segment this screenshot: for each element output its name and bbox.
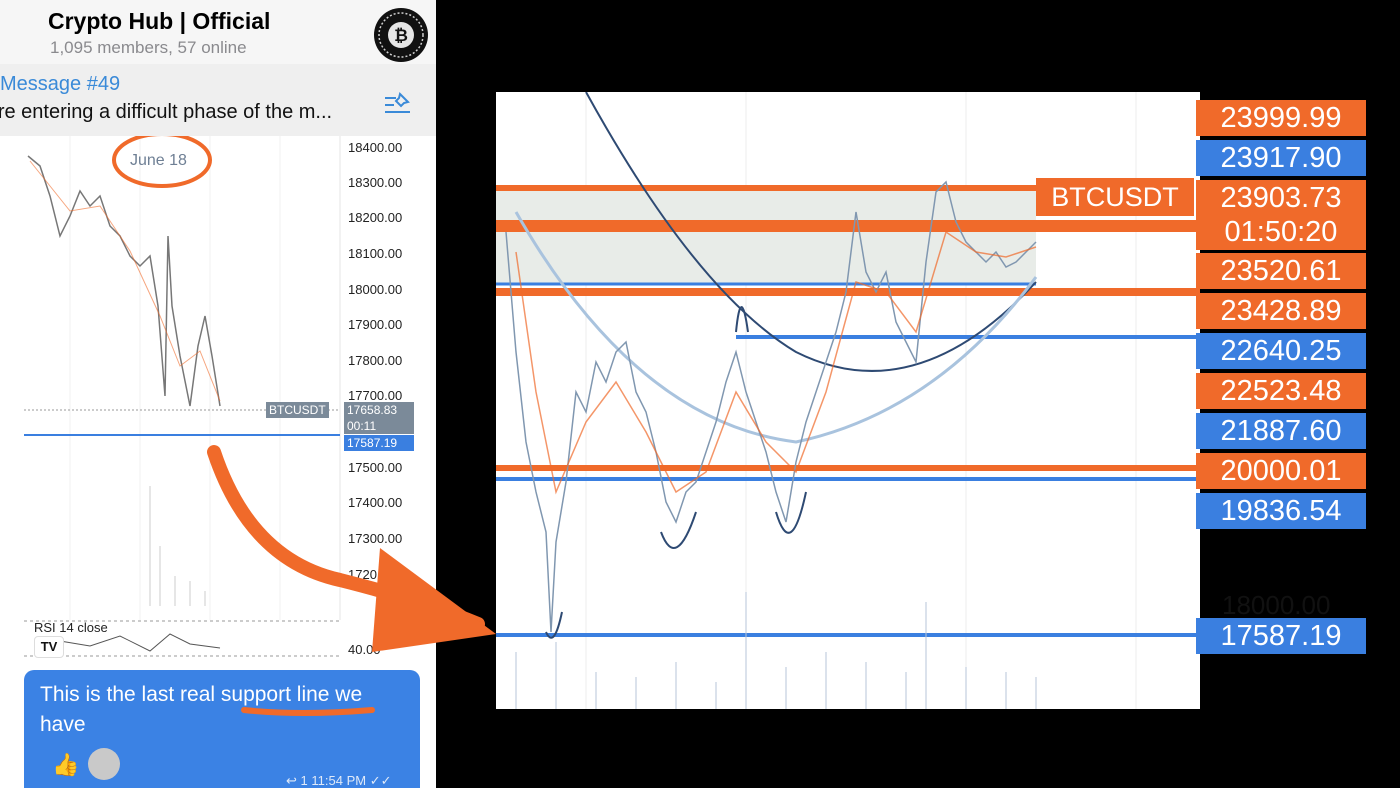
price-tick: 17500.00 bbox=[348, 460, 403, 475]
price-tick: 17800.00 bbox=[348, 353, 403, 368]
big-chart bbox=[496, 92, 1200, 709]
price-tick: 1720 bbox=[348, 567, 377, 582]
price-label: 23428.89 bbox=[1196, 293, 1366, 329]
price-tick: 17700.00 bbox=[348, 388, 403, 403]
countdown-tag: 00:11 bbox=[344, 418, 414, 434]
price-tick: 18300.00 bbox=[348, 175, 403, 190]
price-label: 23520.61 bbox=[1196, 253, 1366, 289]
member-count: 1,095 members, 57 online bbox=[50, 38, 247, 57]
svg-text:₿: ₿ bbox=[394, 26, 408, 46]
support-price-label: 17587.19 bbox=[1196, 618, 1366, 654]
price-label: 23999.99 bbox=[1196, 100, 1366, 136]
chat-header[interactable]: Crypto Hub | Official 1,095 members, 57 … bbox=[0, 0, 436, 64]
rsi-label: RSI 14 close bbox=[34, 620, 108, 635]
price-tick: 18100.00 bbox=[348, 246, 403, 261]
price-label: 23903.73 bbox=[1196, 180, 1366, 216]
chat-screen: Crypto Hub | Official 1,095 members, 57 … bbox=[0, 0, 436, 788]
reply-arrow-icon: ↩ bbox=[286, 773, 297, 788]
message-time: 11:54 PM bbox=[311, 773, 367, 788]
price-label: 23917.90 bbox=[1196, 140, 1366, 176]
price-tick: 18000.00 bbox=[1222, 590, 1331, 620]
price-tick: 17300.00 bbox=[348, 531, 403, 546]
chat-title: Crypto Hub | Official bbox=[48, 8, 271, 34]
support-price-tag: 17587.19 bbox=[344, 435, 414, 451]
price-tick: 40.00 bbox=[348, 642, 381, 657]
message-meta: ↩ 1 11:54 PM ✓✓ bbox=[286, 773, 392, 788]
price-tick: 17400.00 bbox=[348, 495, 403, 510]
date-badge: June 18 bbox=[130, 152, 187, 169]
tradingview-logo-icon: TV bbox=[34, 636, 64, 658]
big-symbol-tag: BTCUSDT bbox=[1036, 178, 1194, 216]
countdown-label: 01:50:20 bbox=[1196, 214, 1366, 250]
current-price-tag: 17658.83 bbox=[344, 402, 414, 418]
read-checks-icon: ✓✓ bbox=[369, 773, 392, 788]
price-tick: 18200.00 bbox=[348, 210, 403, 225]
price-label: 19836.54 bbox=[1196, 493, 1366, 529]
reply-count: 1 bbox=[300, 773, 308, 788]
bitcoin-avatar-icon[interactable]: ₿ bbox=[374, 8, 428, 62]
thumbs-up-reaction-icon[interactable]: 👍 bbox=[52, 752, 80, 777]
reactor-avatar[interactable] bbox=[88, 748, 120, 780]
mini-chart: 18400.00 18300.00 18200.00 18100.00 1800… bbox=[0, 136, 436, 666]
price-tick: 18000.00 bbox=[348, 282, 403, 297]
price-label: 22640.25 bbox=[1196, 333, 1366, 369]
pinned-title: Message #49 bbox=[0, 73, 121, 95]
price-label: 20000.01 bbox=[1196, 453, 1366, 489]
pin-list-icon[interactable] bbox=[382, 88, 414, 120]
price-label: 21887.60 bbox=[1196, 413, 1366, 449]
symbol-tag: BTCUSDT bbox=[266, 402, 329, 418]
price-tick: 17900.00 bbox=[348, 317, 403, 332]
price-tick: 18400.00 bbox=[348, 140, 403, 155]
message-bubble[interactable]: This is the last real support line we ha… bbox=[24, 670, 420, 788]
message-text: This is the last real support line we ha… bbox=[40, 683, 363, 736]
pinned-text: 're entering a difficult phase of the m.… bbox=[0, 101, 333, 123]
price-label: 22523.48 bbox=[1196, 373, 1366, 409]
pinned-message[interactable]: Message #49 're entering a difficult pha… bbox=[0, 64, 436, 137]
